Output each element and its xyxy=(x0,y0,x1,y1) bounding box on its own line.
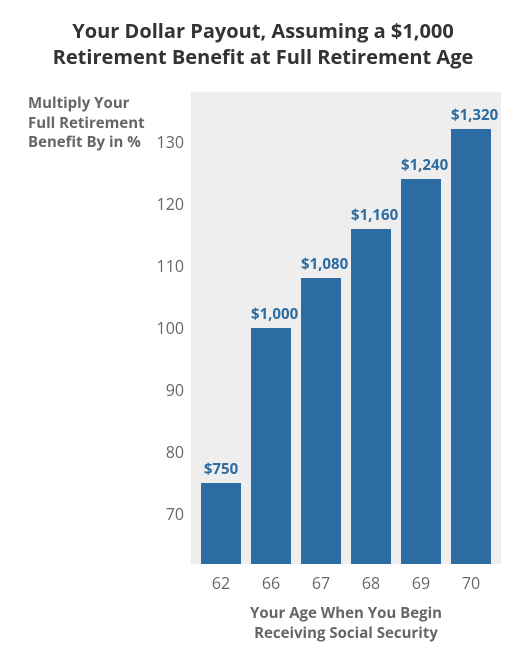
y-tick-label: 130 xyxy=(124,131,184,153)
y-tick-label: 80 xyxy=(124,441,184,463)
y-axis-title-line: Multiply Your xyxy=(28,94,145,114)
x-axis-title: Your Age When You Begin Receiving Social… xyxy=(191,604,501,643)
bar: $1,320 xyxy=(451,129,491,564)
bar-value-label: $1,320 xyxy=(451,105,491,125)
bar: $1,240 xyxy=(401,179,441,564)
y-tick-label: 110 xyxy=(124,255,184,277)
y-tick-label: 90 xyxy=(124,379,184,401)
x-tick-label: 70 xyxy=(462,572,480,594)
bar-value-label: $1,000 xyxy=(251,304,291,324)
y-tick-label: 70 xyxy=(124,503,184,525)
x-axis-title-line: Your Age When You Begin xyxy=(191,604,501,624)
bar-value-label: $1,080 xyxy=(301,254,341,274)
bar-value-label: $1,240 xyxy=(401,155,441,175)
y-tick-label: 100 xyxy=(124,317,184,339)
bar: $750 xyxy=(201,483,241,564)
x-tick-label: 67 xyxy=(312,572,330,594)
plot-area: $750$1,000$1,080$1,160$1,240$1,320 xyxy=(191,92,501,564)
x-axis-title-line: Receiving Social Security xyxy=(191,624,501,644)
chart-title: Your Dollar Payout, Assuming a $1,000 Re… xyxy=(0,0,526,74)
bar-value-label: $1,160 xyxy=(351,205,391,225)
x-tick-label: 62 xyxy=(212,572,230,594)
bar: $1,080 xyxy=(301,278,341,564)
x-tick-label: 68 xyxy=(362,572,380,594)
bar: $1,160 xyxy=(351,229,391,564)
x-tick-label: 69 xyxy=(412,572,430,594)
x-tick-label: 66 xyxy=(262,572,280,594)
y-tick-label: 120 xyxy=(124,193,184,215)
bar-value-label: $750 xyxy=(201,459,241,479)
bar: $1,000 xyxy=(251,328,291,564)
